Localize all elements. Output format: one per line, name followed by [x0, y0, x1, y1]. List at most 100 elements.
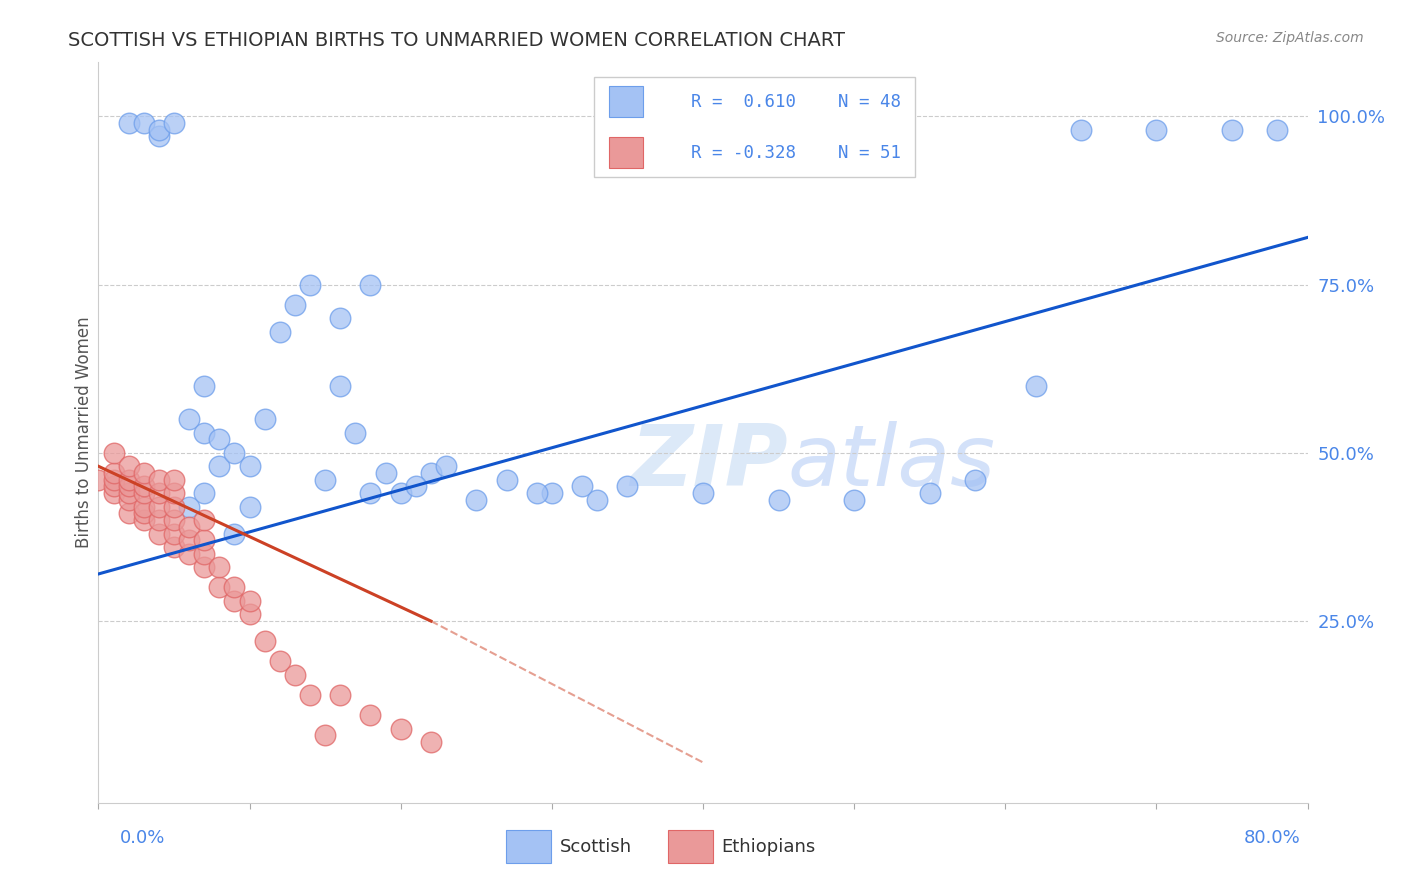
- Point: [132, 513, 155, 527]
- Point: [299, 688, 322, 702]
- Point: [495, 473, 517, 487]
- FancyBboxPatch shape: [609, 137, 643, 169]
- Point: [179, 500, 201, 514]
- Point: [269, 655, 291, 669]
- Point: [571, 479, 593, 493]
- Point: [692, 486, 714, 500]
- Point: [148, 526, 170, 541]
- Text: 80.0%: 80.0%: [1244, 829, 1301, 847]
- Point: [118, 507, 141, 521]
- Point: [1267, 122, 1289, 136]
- Point: [118, 473, 141, 487]
- Point: [148, 473, 170, 487]
- Point: [132, 500, 155, 514]
- Point: [163, 526, 186, 541]
- Point: [208, 459, 231, 474]
- Point: [526, 486, 548, 500]
- Text: R = -0.328    N = 51: R = -0.328 N = 51: [690, 144, 901, 161]
- Point: [768, 492, 790, 507]
- Point: [193, 425, 215, 440]
- Text: Scottish: Scottish: [560, 838, 631, 855]
- Point: [208, 560, 231, 574]
- Point: [314, 729, 336, 743]
- Point: [434, 459, 457, 474]
- Point: [103, 446, 125, 460]
- Point: [284, 668, 307, 682]
- Point: [465, 492, 488, 507]
- Point: [118, 492, 141, 507]
- Point: [405, 479, 427, 493]
- Point: [844, 492, 866, 507]
- Point: [103, 473, 125, 487]
- Y-axis label: Births to Unmarried Women: Births to Unmarried Women: [75, 317, 93, 549]
- Point: [329, 311, 352, 326]
- Point: [389, 486, 412, 500]
- Point: [1070, 122, 1092, 136]
- Point: [329, 688, 352, 702]
- Point: [389, 722, 412, 736]
- Text: ZIP: ZIP: [630, 421, 787, 504]
- Point: [103, 479, 125, 493]
- Point: [1024, 378, 1046, 392]
- Point: [420, 735, 443, 749]
- Point: [269, 325, 291, 339]
- Point: [179, 520, 201, 534]
- Text: 0.0%: 0.0%: [120, 829, 165, 847]
- Point: [239, 459, 262, 474]
- Point: [163, 473, 186, 487]
- Point: [540, 486, 562, 500]
- Point: [193, 486, 215, 500]
- Point: [193, 547, 215, 561]
- Point: [284, 298, 307, 312]
- Point: [193, 560, 215, 574]
- Point: [360, 486, 382, 500]
- Point: [918, 486, 941, 500]
- Point: [965, 473, 987, 487]
- Text: Ethiopians: Ethiopians: [721, 838, 815, 855]
- Point: [118, 486, 141, 500]
- FancyBboxPatch shape: [595, 78, 915, 178]
- Point: [179, 547, 201, 561]
- Point: [87, 473, 110, 487]
- Point: [329, 378, 352, 392]
- Point: [103, 486, 125, 500]
- Point: [239, 500, 262, 514]
- Point: [163, 513, 186, 527]
- Point: [239, 594, 262, 608]
- Point: [253, 634, 276, 648]
- Point: [420, 466, 443, 480]
- Point: [1220, 122, 1243, 136]
- Point: [132, 479, 155, 493]
- Point: [224, 581, 246, 595]
- Point: [1144, 122, 1167, 136]
- Point: [163, 486, 186, 500]
- Point: [103, 466, 125, 480]
- Point: [132, 486, 155, 500]
- Point: [148, 500, 170, 514]
- Point: [132, 466, 155, 480]
- Point: [224, 594, 246, 608]
- Point: [208, 433, 231, 447]
- Point: [239, 607, 262, 622]
- Point: [148, 486, 170, 500]
- Point: [148, 129, 170, 144]
- Point: [163, 116, 186, 130]
- Point: [360, 277, 382, 292]
- Point: [118, 116, 141, 130]
- Point: [148, 513, 170, 527]
- Point: [193, 513, 215, 527]
- Point: [224, 526, 246, 541]
- Point: [193, 533, 215, 548]
- Text: Source: ZipAtlas.com: Source: ZipAtlas.com: [1216, 31, 1364, 45]
- Point: [179, 412, 201, 426]
- Point: [344, 425, 367, 440]
- Point: [360, 708, 382, 723]
- Point: [314, 473, 336, 487]
- Point: [616, 479, 638, 493]
- Point: [253, 412, 276, 426]
- Point: [208, 581, 231, 595]
- Point: [118, 459, 141, 474]
- Point: [179, 533, 201, 548]
- Text: atlas: atlas: [787, 421, 995, 504]
- FancyBboxPatch shape: [609, 87, 643, 117]
